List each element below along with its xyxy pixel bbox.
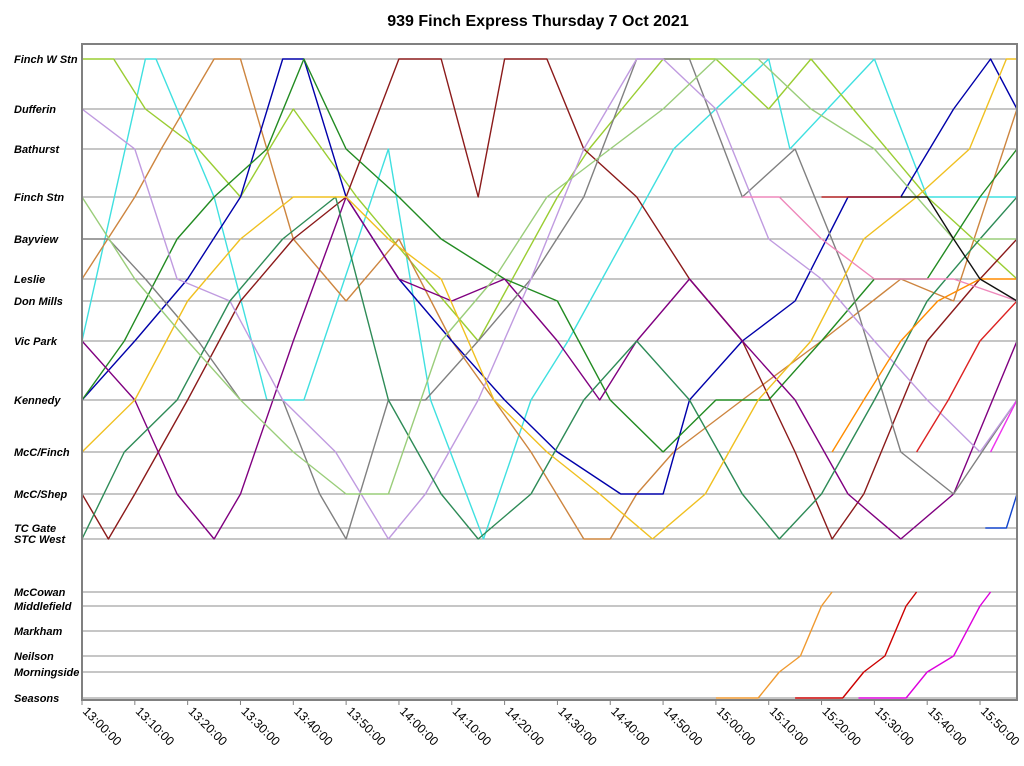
x-tick-label: 14:20:00 bbox=[502, 704, 546, 748]
trip-line bbox=[795, 591, 918, 699]
x-tick-label: 15:40:00 bbox=[925, 704, 969, 748]
trip-line bbox=[81, 58, 1017, 540]
trip-line bbox=[715, 591, 833, 699]
stop-label: Bayview bbox=[14, 234, 59, 246]
stop-label: Leslie bbox=[14, 274, 45, 286]
x-tick-label: 14:10:00 bbox=[450, 704, 494, 748]
trip-line bbox=[81, 58, 1018, 540]
trip-line bbox=[985, 493, 1018, 529]
stop-label: Seasons bbox=[14, 693, 59, 705]
trip-line bbox=[900, 196, 1018, 302]
trip-line bbox=[858, 591, 992, 699]
series-group bbox=[81, 58, 1018, 699]
stop-label: Bathurst bbox=[14, 144, 61, 156]
stop-label: McCowan bbox=[14, 587, 66, 599]
stop-label: McC/Shep bbox=[14, 489, 67, 501]
stop-label: Middlefield bbox=[14, 601, 72, 613]
x-tick-label: 14:00:00 bbox=[397, 704, 441, 748]
x-tick-label: 13:10:00 bbox=[133, 704, 177, 748]
stop-label: Don Mills bbox=[14, 296, 63, 308]
stop-label: Finch Stn bbox=[14, 192, 64, 204]
trip-line bbox=[916, 300, 1018, 453]
stop-label: Dufferin bbox=[14, 104, 56, 116]
trip-line bbox=[81, 196, 1018, 540]
trip-line bbox=[81, 58, 1018, 453]
chart-title: 939 Finch Express Thursday 7 Oct 2021 bbox=[387, 13, 689, 30]
stop-label: Finch W Stn bbox=[14, 54, 78, 66]
x-tick-label: 13:00:00 bbox=[80, 704, 124, 748]
x-tick-label: 14:50:00 bbox=[661, 704, 705, 748]
x-tick-label: 15:50:00 bbox=[978, 704, 1022, 748]
stop-label: McC/Finch bbox=[14, 447, 70, 459]
x-tick-label: 14:40:00 bbox=[608, 704, 652, 748]
x-tick-label: 15:30:00 bbox=[872, 704, 916, 748]
trip-line bbox=[831, 278, 1017, 453]
plot-frame bbox=[81, 43, 1018, 701]
stop-label: Kennedy bbox=[14, 395, 61, 407]
trip-line bbox=[742, 196, 1018, 302]
trip-line bbox=[81, 58, 1017, 540]
trip-line bbox=[81, 58, 1018, 495]
x-tick-label: 13:30:00 bbox=[238, 704, 282, 748]
x-tick-label: 15:20:00 bbox=[819, 704, 863, 748]
x-tick-label: 14:30:00 bbox=[555, 704, 599, 748]
trip-line bbox=[81, 58, 1018, 540]
stop-labels: Finch W Stn Dufferin Bathurst Finch Stn Bayv… bbox=[14, 54, 79, 705]
trip-line bbox=[81, 58, 1018, 540]
stop-label: TC Gate bbox=[14, 523, 56, 535]
stop-label: Markham bbox=[14, 626, 63, 638]
trip-line bbox=[989, 399, 1018, 453]
x-tick-labels: 13:00:00 13:10:00 13:20:00 13:30:00 13:40:00… bbox=[80, 700, 1022, 749]
trip-line bbox=[81, 58, 1017, 495]
stop-label: Morningside bbox=[14, 667, 79, 679]
x-tick-label: 15:00:00 bbox=[714, 704, 758, 748]
trip-line bbox=[82, 58, 1018, 540]
x-tick-label: 13:50:00 bbox=[344, 704, 388, 748]
trip-line bbox=[81, 196, 1018, 540]
x-tick-label: 15:10:00 bbox=[767, 704, 811, 748]
stop-label: Neilson bbox=[14, 651, 54, 663]
trip-line bbox=[82, 58, 1018, 342]
x-tick-label: 13:40:00 bbox=[291, 704, 335, 748]
x-tick-label: 13:20:00 bbox=[186, 704, 230, 748]
stop-label: STC West bbox=[14, 534, 66, 546]
grid bbox=[82, 58, 1017, 699]
stop-label: Vic Park bbox=[14, 336, 58, 348]
